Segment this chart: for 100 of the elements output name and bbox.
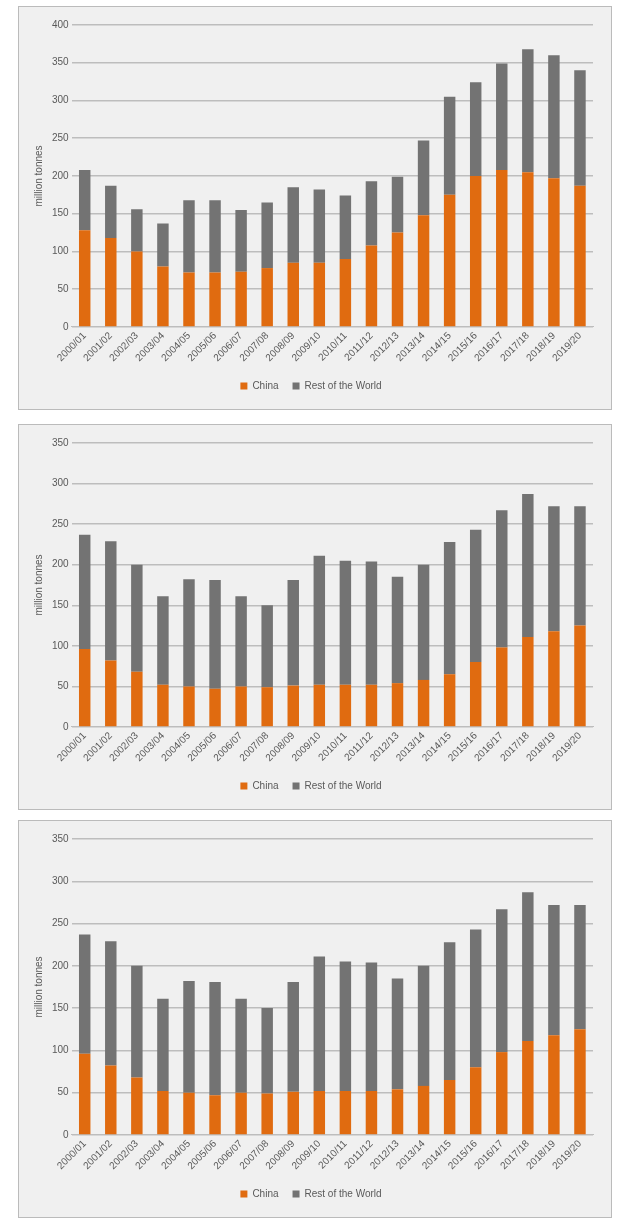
bar	[548, 55, 560, 179]
y-tick-label: 250	[52, 131, 70, 143]
bar	[183, 1092, 195, 1135]
bar	[235, 998, 247, 1093]
bar	[443, 96, 456, 195]
bar	[469, 175, 482, 327]
y-tick-label: 100	[52, 639, 70, 651]
bar	[469, 662, 482, 727]
bar	[261, 687, 273, 727]
bar	[313, 1090, 326, 1135]
bar	[261, 202, 273, 269]
y-tick-label: 200	[52, 959, 70, 971]
bar	[183, 200, 195, 273]
bar	[105, 941, 117, 1066]
bar	[365, 962, 378, 1091]
bar	[417, 140, 430, 216]
bar	[443, 194, 456, 327]
bar	[365, 181, 378, 246]
bar	[365, 1090, 378, 1135]
legend-label: China	[252, 779, 279, 791]
y-tick-label: 0	[63, 1128, 70, 1140]
bar	[131, 1077, 143, 1135]
bar	[574, 1029, 586, 1135]
bar	[157, 998, 169, 1091]
bar	[261, 1093, 273, 1135]
bar	[78, 649, 91, 727]
y-tick-label: 200	[52, 169, 70, 181]
bar	[469, 929, 482, 1068]
bar	[78, 169, 91, 231]
bar	[287, 685, 299, 727]
bar	[157, 266, 169, 327]
bar	[496, 169, 508, 327]
bar	[78, 534, 91, 650]
bar	[391, 232, 404, 327]
bar	[522, 49, 534, 173]
bar	[131, 671, 143, 727]
y-tick-label: 50	[57, 680, 70, 692]
y-tick-label: 300	[52, 94, 70, 106]
y-tick-label: 150	[52, 1001, 70, 1013]
y-axis-title: million tonnes	[32, 554, 44, 616]
y-tick-label: 150	[52, 207, 70, 219]
bar	[522, 636, 534, 727]
bar	[235, 686, 247, 727]
bar	[548, 506, 560, 632]
bar	[183, 579, 195, 687]
bar	[339, 961, 352, 1091]
bar	[574, 70, 586, 186]
legend-label: Rest of the World	[304, 779, 382, 791]
bar	[365, 561, 378, 685]
bar	[105, 660, 117, 727]
y-tick-label: 350	[52, 436, 70, 448]
bar	[287, 1091, 299, 1135]
bar	[469, 1067, 482, 1135]
bar	[469, 82, 482, 176]
bar	[131, 251, 143, 327]
bar	[391, 576, 404, 684]
bar	[417, 215, 430, 327]
y-tick-label: 0	[63, 320, 70, 332]
y-tick-label: 100	[52, 1044, 70, 1056]
legend-label: Rest of the World	[304, 379, 382, 391]
y-tick-label: 350	[52, 56, 70, 68]
y-tick-label: 250	[52, 917, 70, 929]
bar	[313, 684, 326, 727]
bar	[105, 541, 117, 661]
bar	[287, 262, 299, 327]
bar	[417, 679, 430, 727]
bar	[443, 541, 456, 675]
bar	[131, 965, 143, 1078]
bar	[105, 237, 117, 327]
bar	[313, 189, 326, 263]
bar	[339, 684, 352, 727]
y-tick-label: 50	[57, 1086, 70, 1098]
bar	[209, 688, 221, 727]
bar	[391, 683, 404, 727]
legend-label: China	[252, 1187, 279, 1199]
bar	[131, 564, 143, 672]
bar	[417, 564, 430, 680]
bar	[209, 272, 221, 327]
bar	[183, 981, 195, 1093]
bar	[78, 230, 91, 327]
bar	[443, 942, 456, 1080]
bar	[157, 223, 169, 267]
legend-label: Rest of the World	[304, 1187, 382, 1199]
bar	[339, 1090, 352, 1135]
y-tick-label: 150	[52, 599, 70, 611]
bar	[183, 272, 195, 327]
bar	[131, 209, 143, 252]
bar	[365, 245, 378, 327]
bar	[183, 686, 195, 727]
bar	[78, 1053, 91, 1135]
y-tick-label: 300	[52, 875, 70, 887]
y-tick-label: 350	[52, 832, 70, 844]
bar	[339, 195, 352, 260]
bar	[235, 271, 247, 327]
bar	[287, 187, 299, 263]
bar	[78, 934, 91, 1054]
bar	[261, 268, 273, 327]
y-tick-label: 250	[52, 517, 70, 529]
y-tick-label: 100	[52, 245, 70, 257]
bar	[496, 647, 508, 727]
